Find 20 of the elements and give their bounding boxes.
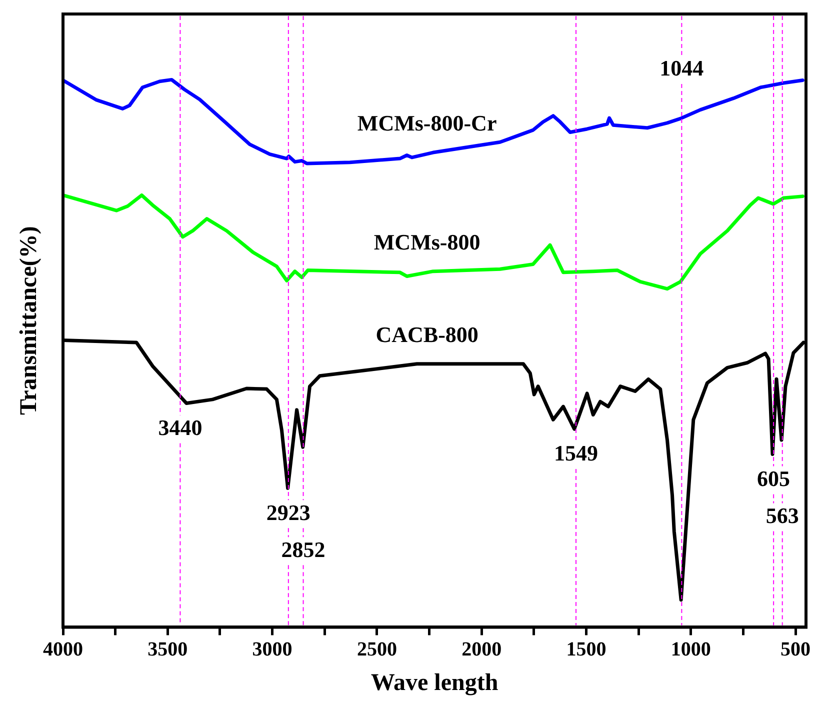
- series-label: CACB-800: [376, 322, 478, 347]
- ref-line-label: 3440: [158, 414, 202, 440]
- ref-line-label: 605: [757, 466, 790, 491]
- x-tick-label: 2500: [356, 638, 397, 660]
- ref-line-label: 563: [766, 502, 799, 528]
- series-label: MCMs-800: [374, 229, 480, 254]
- x-axis-title: Wave length: [370, 670, 498, 696]
- series-label: MCMs-800-Cr: [357, 110, 497, 136]
- x-tick-label: 2000: [462, 638, 502, 660]
- x-tick-label: 3500: [148, 638, 188, 660]
- ref-line-label: 2852: [281, 536, 326, 562]
- y-axis-title: Transmittance(%): [16, 226, 42, 416]
- x-tick-label: 3000: [252, 638, 292, 660]
- ref-line-label: 2923: [266, 500, 310, 525]
- x-tick-label: 500: [780, 638, 811, 660]
- x-tick-label: 1500: [566, 638, 606, 660]
- ref-line-label: 1044: [660, 56, 704, 81]
- ref-line-label: 1549: [554, 440, 598, 466]
- x-tick-label: 1000: [670, 638, 711, 660]
- x-tick-label: 4000: [43, 638, 83, 660]
